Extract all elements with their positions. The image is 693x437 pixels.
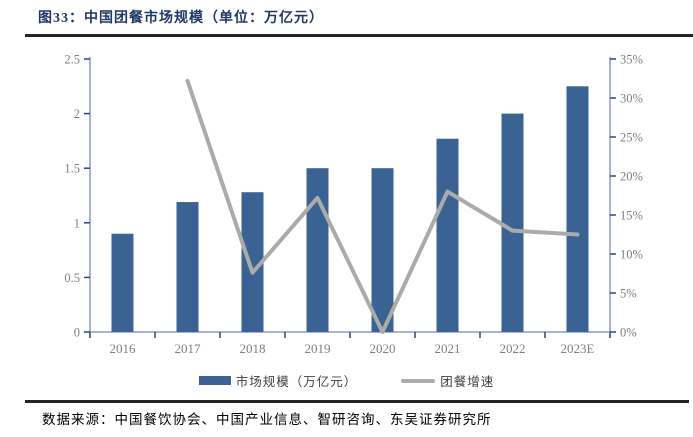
y-left-tick-label: 0 (74, 326, 80, 340)
y-right-tick-label: 25% (620, 131, 643, 145)
x-tick-label: 2023E (561, 341, 595, 356)
x-tick-label: 2021 (435, 341, 461, 356)
bar-2022 (501, 113, 524, 332)
footer-divider (25, 400, 689, 403)
bar-2020 (371, 168, 394, 332)
y-right-tick-label: 30% (620, 92, 643, 106)
data-source: 数据来源：中国餐饮协会、中国产业信息、智研咨询、东吴证券研究所 (42, 412, 492, 427)
x-tick-label: 2017 (175, 341, 202, 356)
title-divider (25, 34, 693, 37)
x-tick-label: 2022 (500, 341, 526, 356)
y-right-tick-label: 20% (620, 170, 643, 184)
y-right-tick-label: 35% (620, 53, 643, 67)
legend-item-market-size: 市场规模（万亿元） (198, 371, 358, 390)
bar-2019 (306, 168, 329, 332)
bar-2023E (566, 86, 589, 332)
y-left-tick-label: 1 (74, 216, 80, 230)
y-right-tick-label: 10% (620, 248, 643, 262)
y-left-tick-label: 2 (74, 107, 80, 121)
x-tick-label: 2020 (370, 341, 396, 356)
x-tick-label: 2016 (110, 341, 137, 356)
legend-label-growth: 团餐增速 (440, 375, 495, 389)
y-left-tick-label: 2.5 (64, 53, 80, 67)
bar-2018 (241, 192, 264, 332)
figure-title: 图33：中国团餐市场规模（单位：万亿元） (38, 11, 324, 26)
x-tick-label: 2018 (240, 341, 266, 356)
bar-2021 (436, 138, 459, 332)
growth-line (185, 78, 580, 334)
legend-label-market-size: 市场规模（万亿元） (235, 375, 358, 389)
y-left-tick-label: 0.5 (64, 271, 80, 285)
y-right-tick-label: 5% (620, 287, 637, 301)
y-right-tick-label: 0% (620, 326, 637, 340)
y-left-tick-label: 1.5 (64, 162, 80, 176)
y-right-tick-label: 15% (620, 209, 643, 223)
legend-item-growth: 团餐增速 (401, 371, 494, 390)
bar-2016 (111, 233, 134, 332)
chart-legend: 市场规模（万亿元） 团餐增速 (0, 371, 693, 390)
x-tick-label: 2019 (305, 341, 331, 356)
bar-series-swatch-icon (198, 376, 231, 385)
bar-2017 (176, 202, 199, 332)
line-series-swatch-icon (401, 378, 436, 383)
